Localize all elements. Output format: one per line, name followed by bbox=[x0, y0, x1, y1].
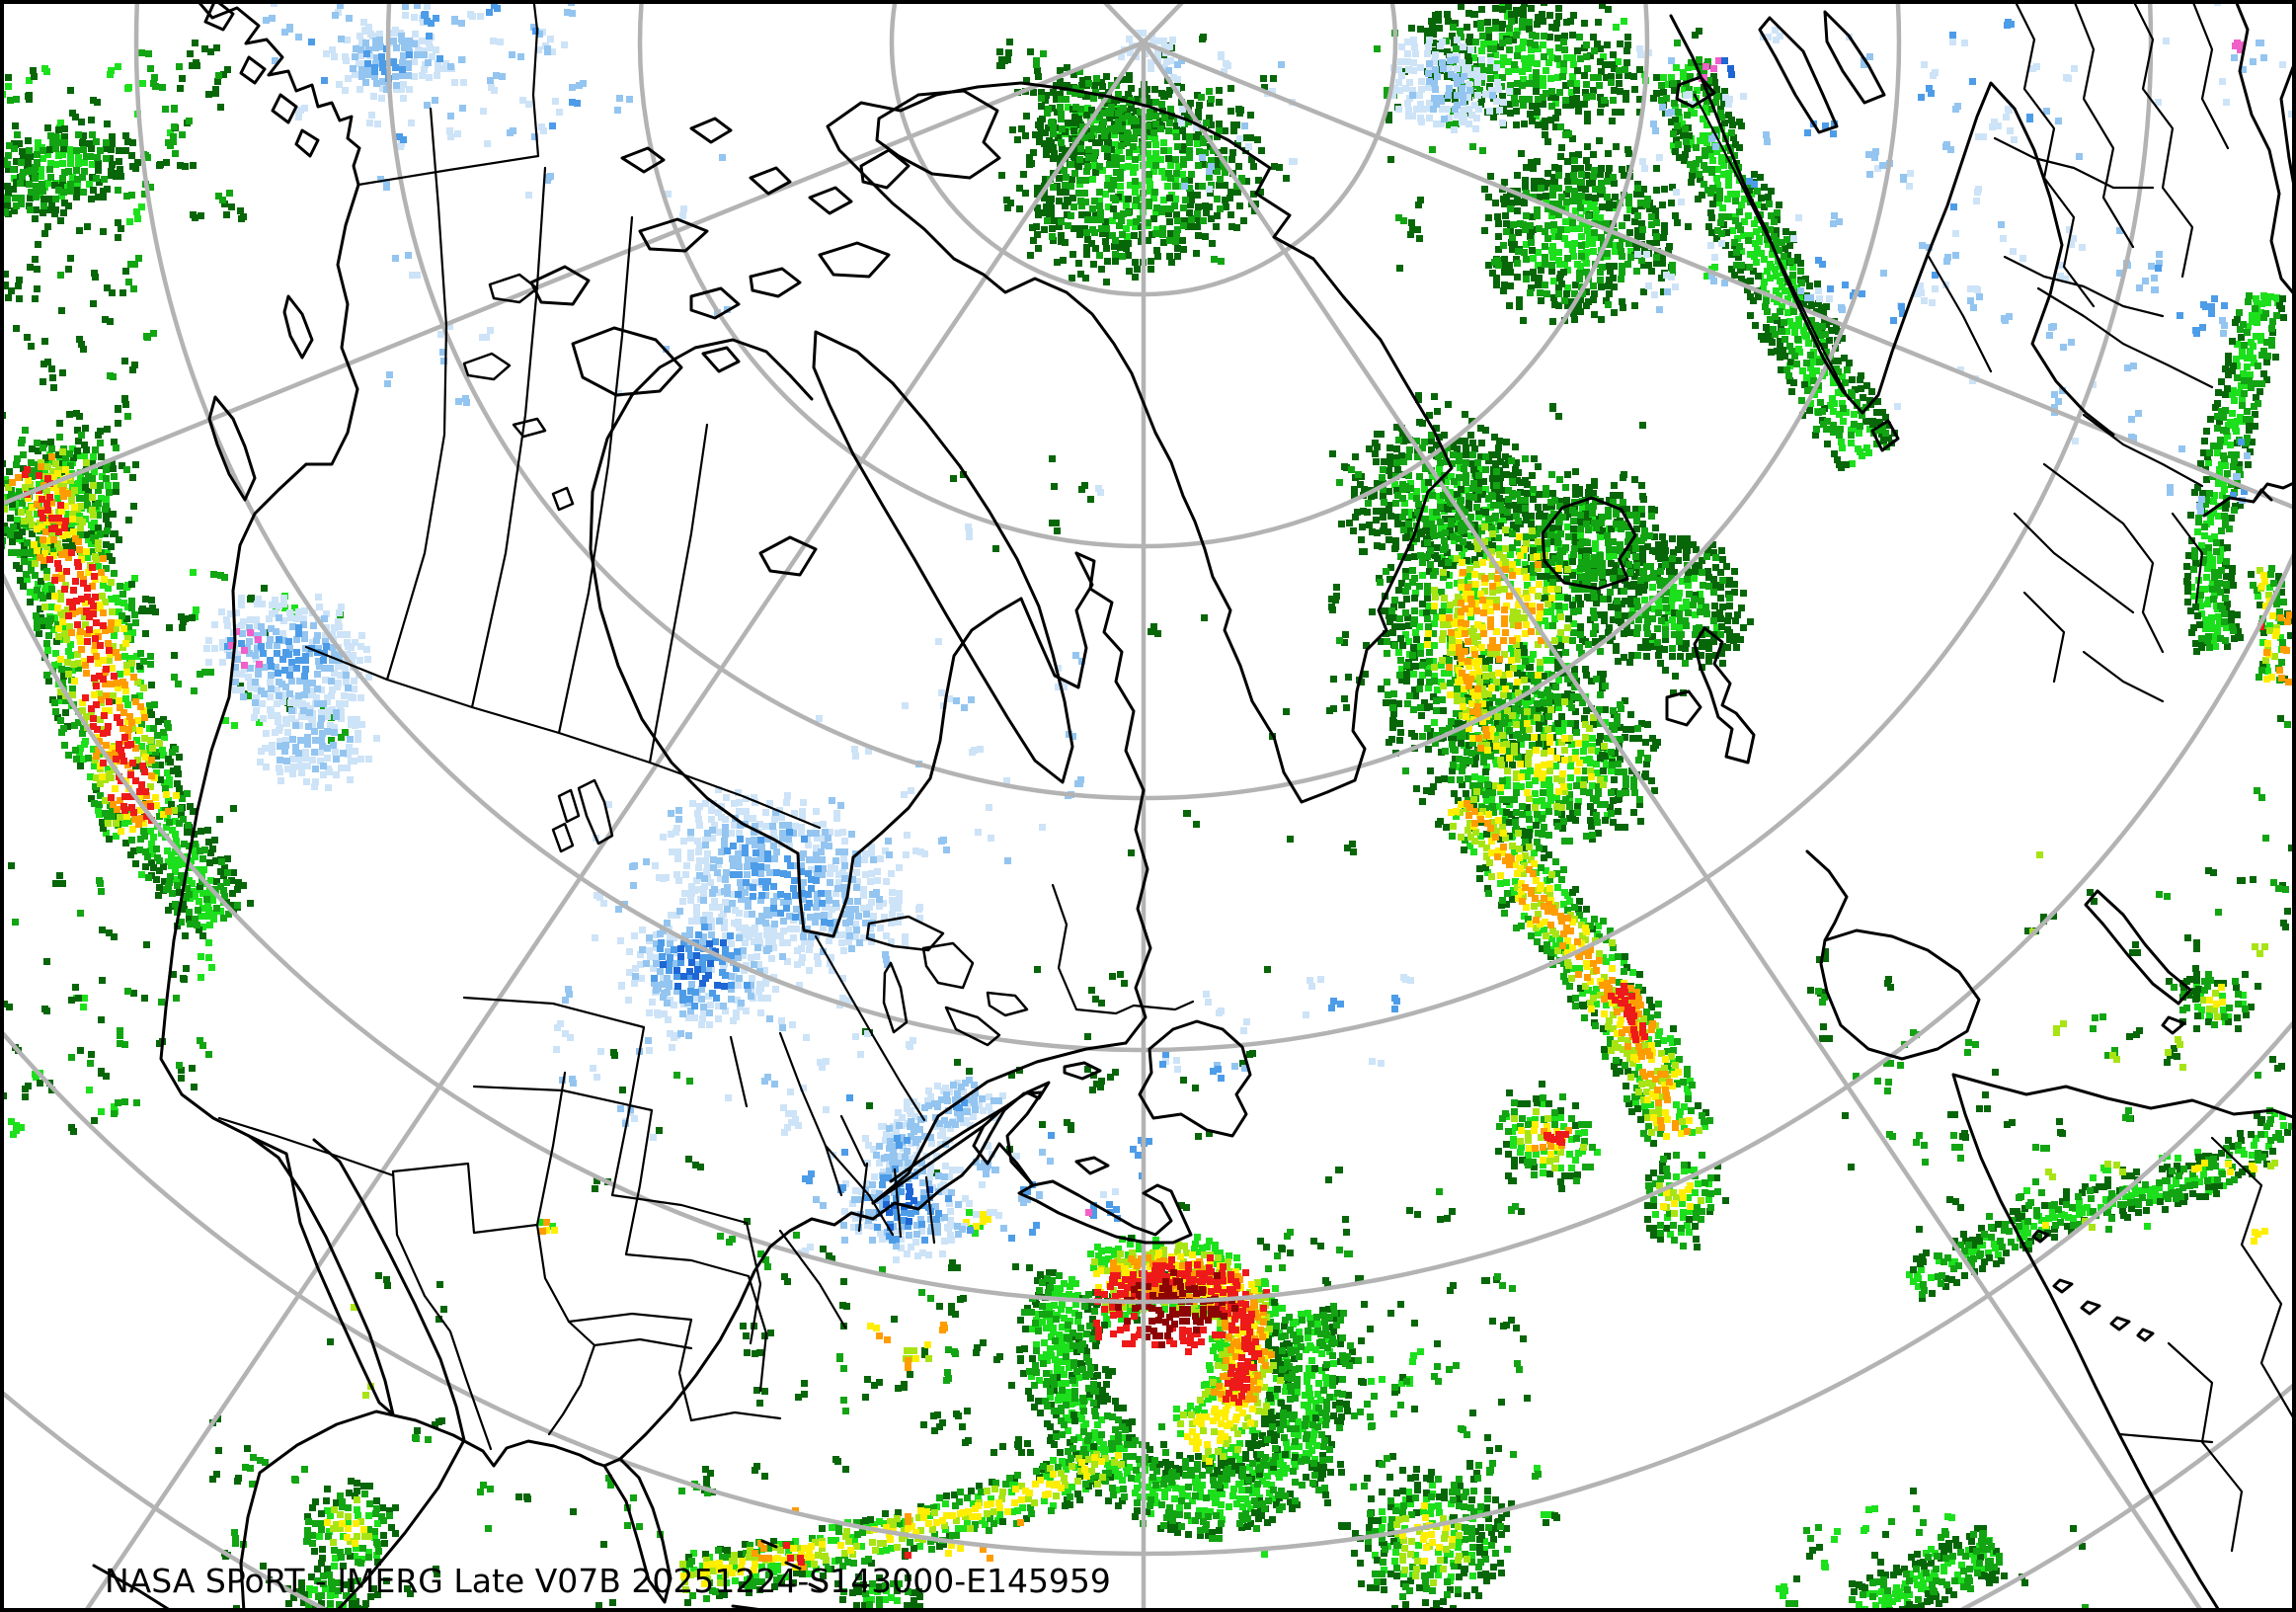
coastline-uk bbox=[1693, 626, 1756, 765]
border-africa-borders bbox=[2117, 1136, 2293, 1553]
border-east-europe-borders bbox=[2013, 286, 2214, 703]
coastline-lake-manitoba bbox=[551, 822, 575, 853]
coastline-hudson-bay-west bbox=[589, 393, 800, 855]
border-east-states bbox=[729, 1031, 895, 1330]
border-russia-borders bbox=[1993, 3, 2230, 318]
coastline-arctic-small-islands bbox=[620, 117, 853, 215]
coastline-nova-scotia bbox=[1017, 1179, 1193, 1245]
meridian-line bbox=[84, 40, 1147, 1609]
coastline-white-sea bbox=[1823, 10, 1886, 105]
meridian-line bbox=[1141, 40, 2203, 1609]
coastline-svalbard bbox=[1675, 75, 1716, 109]
coastline-foxe-basin bbox=[630, 338, 814, 401]
coastline-victoria-island bbox=[571, 326, 683, 397]
coastline-reindeer-lake bbox=[551, 486, 575, 512]
coastline-pei bbox=[1074, 1156, 1110, 1175]
coastline-alaska-coast bbox=[159, 3, 361, 1138]
coastline-st-lawrence-river bbox=[871, 1106, 1005, 1205]
coastline-layer bbox=[92, 3, 2293, 1609]
coastline-france-biscay bbox=[1805, 849, 1849, 942]
coastline-mexico-pacific-sw bbox=[92, 1564, 172, 1609]
coastline-novaya-zemlya bbox=[1758, 16, 1839, 134]
coastline-florida bbox=[602, 1457, 673, 1604]
coastline-iceland bbox=[1541, 496, 1637, 591]
border-new-england-borders bbox=[857, 1162, 936, 1245]
coastline-southampton-island bbox=[758, 535, 818, 577]
product-timestamp-label: NASA SPoRT - IMERG Late V07B 20251224-S1… bbox=[105, 1562, 1111, 1600]
border-texas bbox=[391, 1162, 596, 1451]
coastline-vancouver-island bbox=[207, 395, 257, 502]
border-quebec-labrador-border bbox=[1051, 883, 1195, 1015]
political-borders-layer bbox=[217, 3, 2293, 1553]
coastline-africa-north-coast bbox=[1951, 1073, 2293, 1119]
coastline-devon-island bbox=[818, 241, 891, 279]
meridian-line bbox=[3, 40, 1147, 507]
coastline-lake-erie bbox=[944, 1006, 1001, 1047]
coastline-black-sea bbox=[2202, 481, 2293, 518]
coastline-bahamas bbox=[731, 1539, 824, 1609]
coastline-newfoundland bbox=[1138, 1019, 1252, 1138]
border-us-mexico-border bbox=[217, 1116, 395, 1177]
coastline-prince-of-wales-island bbox=[689, 286, 741, 320]
coastline-haida-gwaii bbox=[282, 294, 314, 360]
coastline-canary-islands bbox=[2031, 1229, 2155, 1342]
coastline-lake-michigan bbox=[882, 961, 909, 1034]
coastline-gulf-coast bbox=[239, 1410, 606, 1609]
coastline-lake-huron bbox=[921, 941, 975, 990]
coastline-lake-ontario bbox=[986, 991, 1029, 1017]
coastline-somerset-island bbox=[749, 267, 802, 298]
coastline-lake-winnipegosis bbox=[557, 788, 581, 824]
coastline-lake-winnipeg bbox=[577, 778, 614, 846]
coastline-alaska-islands bbox=[203, 3, 320, 158]
coastline-greenland bbox=[826, 81, 1454, 804]
meridian-line bbox=[1141, 40, 2293, 510]
border-miss-valley-states bbox=[689, 1221, 782, 1422]
border-plains-states bbox=[462, 996, 751, 1422]
coastline-st-lawrence-north-shore bbox=[871, 1041, 1128, 1205]
coastline-baffin-island bbox=[812, 330, 1074, 784]
coastline-baja-california bbox=[247, 1134, 395, 1416]
coastline-iberia bbox=[1819, 928, 1981, 1061]
coastline-scandinavia bbox=[1669, 14, 2115, 437]
coastline-king-william-island bbox=[701, 346, 741, 373]
coastline-mexico-pacific-coast bbox=[312, 1138, 466, 1609]
border-scandinavia-borders bbox=[1693, 93, 1993, 401]
coastline-axel-heiberg bbox=[859, 148, 910, 190]
coastline-lake-athabasca bbox=[512, 417, 547, 439]
coastline-great-bear-lake bbox=[488, 273, 539, 304]
coastline-italy bbox=[2084, 889, 2192, 1006]
coastline-us-east-coast bbox=[618, 1090, 1044, 1461]
coastline-melville-island bbox=[638, 217, 709, 253]
coastline-africa-west-coast bbox=[1951, 1073, 2220, 1609]
coastline-hudson-bay-east bbox=[851, 597, 1023, 859]
coastline-banks-island bbox=[529, 265, 591, 306]
coastline-sicily bbox=[2161, 1015, 2186, 1035]
border-canada-provinces bbox=[385, 107, 926, 1122]
coastline-lake-superior bbox=[865, 915, 945, 952]
precip-cells-b3 bbox=[224, 3, 2248, 1244]
coastline-james-bay bbox=[796, 851, 855, 938]
coastline-anticosti bbox=[1063, 1061, 1102, 1081]
coastline-ireland bbox=[1665, 689, 1702, 727]
border-alaska-border bbox=[356, 3, 540, 187]
coastline-denmark bbox=[1870, 419, 1900, 452]
coastline-great-slave-lake bbox=[462, 352, 512, 381]
coastline-labrador-coast bbox=[1074, 551, 1152, 1045]
precip-cells-b2 bbox=[226, 3, 2267, 1249]
coastline-ungava bbox=[1019, 551, 1094, 689]
